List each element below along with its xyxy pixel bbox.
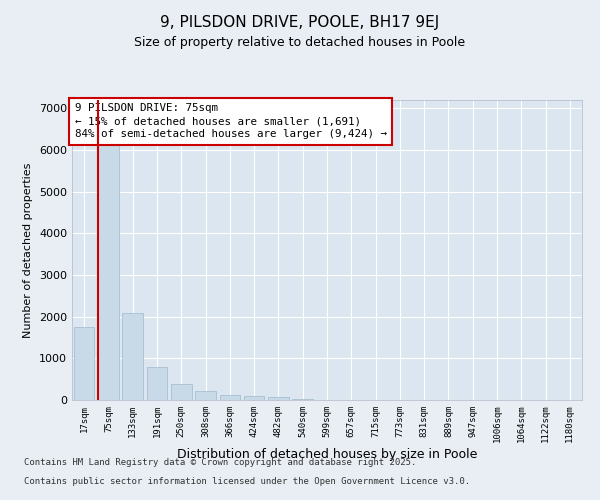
Text: 9 PILSDON DRIVE: 75sqm
← 15% of detached houses are smaller (1,691)
84% of semi-: 9 PILSDON DRIVE: 75sqm ← 15% of detached… [74,103,386,140]
Y-axis label: Number of detached properties: Number of detached properties [23,162,34,338]
Bar [171,384,191,400]
Bar [268,397,289,400]
Text: Contains HM Land Registry data © Crown copyright and database right 2025.: Contains HM Land Registry data © Crown c… [24,458,416,467]
Bar [220,395,240,400]
X-axis label: Distribution of detached houses by size in Poole: Distribution of detached houses by size … [177,448,477,461]
Bar [244,396,265,400]
Bar [74,327,94,400]
Bar [98,131,119,400]
Bar [195,391,216,400]
Bar [122,312,143,400]
Text: 9, PILSDON DRIVE, POOLE, BH17 9EJ: 9, PILSDON DRIVE, POOLE, BH17 9EJ [160,15,440,30]
Bar [292,399,313,400]
Text: Size of property relative to detached houses in Poole: Size of property relative to detached ho… [134,36,466,49]
Bar [146,366,167,400]
Text: Contains public sector information licensed under the Open Government Licence v3: Contains public sector information licen… [24,476,470,486]
